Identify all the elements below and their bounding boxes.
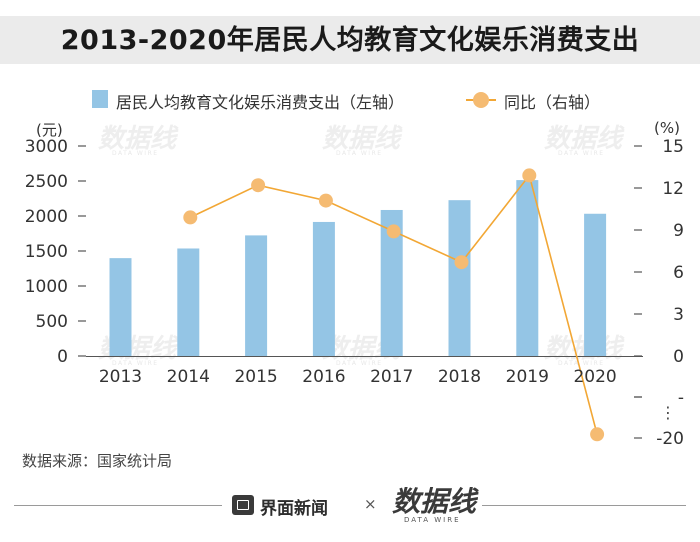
y-left-tick-label: 3000 [25,137,68,157]
y-left-tick-label: 1500 [25,242,68,262]
watermark-sub: DATA WIRE [558,150,605,157]
x-tick-label: 2013 [99,367,142,387]
bar [516,180,539,356]
x-tick-label: 2020 [573,367,616,387]
bar [380,209,403,356]
y-left-tick-label: 0 [57,347,68,367]
y-right-tick-label: - [678,388,684,408]
y-right-tick-label: 9 [673,221,684,241]
x-tick-label: 2014 [167,367,210,387]
y-left-tick-label: 2500 [25,172,68,192]
x-tick-label: 2017 [370,367,413,387]
legend: 居民人均教育文化娱乐消费支出（左轴） 同比（右轴） [0,88,700,112]
x-tick-label: 2018 [438,367,481,387]
title-band [0,16,700,64]
footer-times-sign: × [364,495,377,513]
y-right-axis-break: ⋮ [660,403,676,422]
bar [312,221,335,356]
yoy-point [522,168,537,183]
jiemian-logo-icon [232,495,254,515]
watermark-sub: DATA WIRE [558,360,605,367]
footer-divider-right [482,505,686,506]
y-left-tick-label: 1000 [25,277,68,297]
chart-title: 2013-2020年居民人均教育文化娱乐消费支出 [60,25,640,56]
bar [245,235,268,356]
y-right-tick-label: 12 [662,179,684,199]
x-tick-label: 2015 [234,367,277,387]
legend-marker [473,92,489,108]
yoy-point [454,255,469,270]
left-axis-unit: (元) [36,121,63,139]
jiemian-logo-text: 界面新闻 [260,499,328,519]
bar [448,200,471,356]
y-left-tick-label: 2000 [25,207,68,227]
y-right-tick-label: -20 [656,429,684,449]
watermark-sub: DATA WIRE [336,360,383,367]
y-right-tick-label: 3 [673,305,684,325]
y-right-tick-label: 0 [673,347,684,367]
x-tick-label: 2016 [302,367,345,387]
legend-bar-swatch [92,90,108,108]
datawire-logo: 数据线 [392,485,477,518]
yoy-point [318,193,333,208]
source-note: 数据来源：国家统计局 [22,452,173,470]
watermark-logo: 数据线 [322,124,401,154]
datawire-logo-sub: DATA WIRE [404,516,461,524]
bar [177,248,200,356]
yoy-point [183,210,198,225]
y-right-tick-label: 15 [662,137,684,157]
watermark-sub: DATA WIRE [112,360,159,367]
watermark-logo: 数据线 [98,124,177,154]
watermark-logo: 数据线 [544,334,623,364]
right-axis-unit: (%) [654,119,680,137]
watermark-logo: 数据线 [544,124,623,154]
bar [109,258,132,356]
y-right-tick-label: 6 [673,263,684,283]
watermark-sub: DATA WIRE [112,150,159,157]
y-left-tick-label: 500 [36,312,68,332]
chart-svg: 0 500 1000 1500 2000 2500 3000 15 12 9 6 3 0 - -20 ⋮ 201… [25,137,684,449]
yoy-point [251,178,266,193]
watermark-sub: DATA WIRE [336,150,383,157]
x-tick-label: 2019 [506,367,549,387]
legend-bar-label: 居民人均教育文化娱乐消费支出（左轴） [116,93,405,112]
footer-divider-left [14,505,222,506]
legend-line-label: 同比（右轴） [504,93,601,112]
bar [584,213,607,356]
yoy-point [590,427,605,442]
yoy-point [386,224,401,239]
